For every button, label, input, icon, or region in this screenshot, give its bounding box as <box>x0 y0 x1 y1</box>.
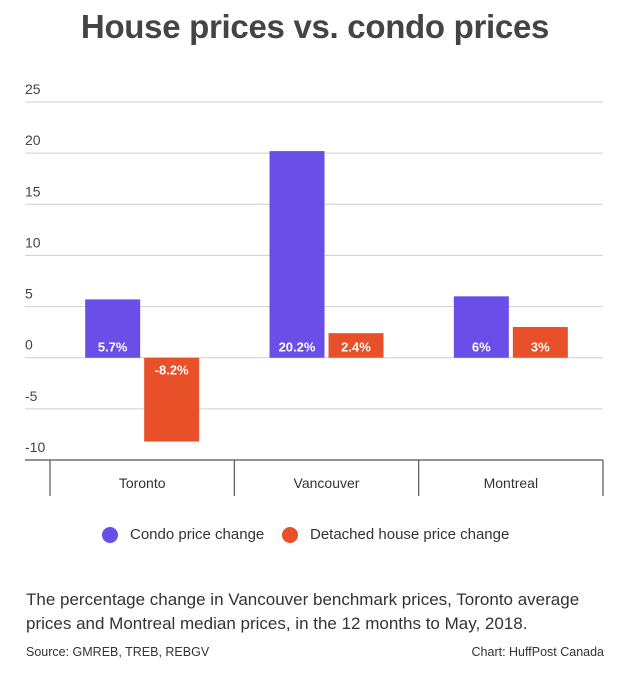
bar-detached-montreal <box>512 327 568 358</box>
chart-source: Source: GMREB, TREB, REBGV <box>26 645 210 659</box>
legend-label-condo: Condo price change <box>130 526 265 543</box>
y-tick-label: -10 <box>25 439 45 455</box>
chart-title: House prices vs. condo prices <box>80 8 550 45</box>
bar-detached-toronto <box>144 357 200 442</box>
legend-swatch-condo <box>102 526 118 543</box>
y-tick-label: 20 <box>25 132 41 148</box>
legend-item-detached: Detached house price change <box>282 526 509 543</box>
data-label: 2.4% <box>341 340 371 355</box>
data-label: 3% <box>531 340 550 355</box>
data-label: 20.2% <box>279 340 316 355</box>
data-label: -8.2% <box>155 363 189 378</box>
chart-credit: Chart: HuffPost Canada <box>471 645 604 659</box>
y-tick-label: -5 <box>25 388 38 404</box>
x-tick-label: Toronto <box>119 475 166 491</box>
data-label: 6% <box>472 340 491 355</box>
bar-condo-vancouver <box>269 151 325 358</box>
y-tick-label: 5 <box>25 286 33 302</box>
legend-swatch-detached <box>282 526 298 543</box>
bar-condo-toronto <box>85 299 141 358</box>
x-tick-label: Vancouver <box>294 475 360 491</box>
y-tick-label: 10 <box>25 234 41 250</box>
y-tick-label: 25 <box>25 81 41 97</box>
bar-detached-vancouver <box>328 333 384 358</box>
data-label: 5.7% <box>98 340 128 355</box>
chart-caption: The percentage change in Vancouver bench… <box>26 590 580 633</box>
legend-label-detached: Detached house price change <box>310 526 510 543</box>
bar-chart: 25 20 15 10 5 0 -5 -10 Toronto 5.7% -8.2% Vancouver… <box>25 81 604 496</box>
y-tick-label: 0 <box>25 337 33 353</box>
legend-item-condo: Condo price change <box>102 526 264 543</box>
x-tick-label: Montreal <box>484 475 538 491</box>
bar-condo-montreal <box>453 296 509 358</box>
chart-legend: Condo price change Detached house price … <box>0 526 630 548</box>
y-tick-label: 15 <box>25 183 41 199</box>
